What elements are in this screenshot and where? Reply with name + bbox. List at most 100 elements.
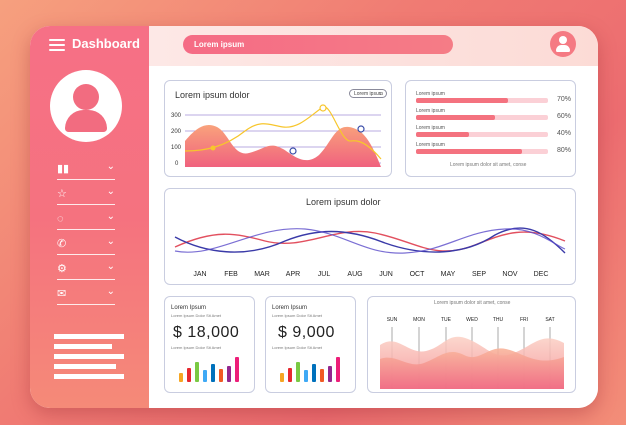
data-point[interactable]	[319, 104, 327, 112]
progress-fill	[416, 149, 522, 154]
chevron-down-icon: ⌄	[106, 186, 115, 197]
mini-bar	[328, 366, 332, 382]
stat-subtitle: Lorem Ipsum Dolor Sit Amet	[171, 345, 222, 350]
month-label: DEC	[533, 271, 549, 278]
sidebar-item-mail[interactable]: ✉ ⌄	[57, 286, 115, 305]
day-label: WED	[466, 317, 478, 323]
mini-bar	[235, 357, 239, 382]
mail-icon: ✉	[57, 288, 67, 300]
chevron-down-icon: ⌄	[106, 161, 115, 172]
sidebar-item-settings[interactable]: ⚙ ⌄	[57, 261, 115, 280]
weekly-chart-card: Lorem ipsum dolor sit amet, conse SUN MON…	[367, 296, 576, 393]
weekly-area-chart	[380, 327, 564, 389]
y-tick: 200	[171, 129, 182, 135]
search-input[interactable]: Lorem ipsum	[183, 35, 453, 54]
area-chart-card: Lorem ipsum dolor Lorem ipsum ⌄ 300 200 …	[164, 80, 392, 177]
profile-avatar[interactable]	[550, 31, 576, 57]
chevron-down-icon: ⌄	[106, 211, 115, 222]
progress-label: Lorem ipsum	[416, 142, 445, 148]
area-series	[380, 348, 564, 389]
app-title: Dashboard	[72, 36, 140, 51]
progress-label: Lorem ipsum	[416, 91, 445, 97]
day-label: TUE	[441, 317, 451, 323]
sidebar-item-favorites[interactable]: ☆ ⌄	[57, 186, 115, 205]
wave-chart	[174, 227, 566, 254]
mini-bar	[187, 368, 191, 382]
month-label: JAN	[193, 271, 207, 278]
wave-chart-card: Lorem ipsum dolor JAN FEB MAR APR JUL AUG JUN O…	[164, 188, 576, 285]
wave-series	[174, 230, 566, 252]
bar-chart-icon: ▮▮	[57, 163, 70, 175]
progress-fill	[416, 98, 509, 103]
main-content: Lorem ipsum dolor Lorem ipsum ⌄ 300 200 …	[149, 66, 598, 408]
settings-icon: ⚙	[57, 263, 67, 275]
stat-subtitle: Lorem Ipsum Dolor Sit Amet	[272, 313, 323, 318]
day-label: SUN	[386, 317, 398, 323]
line-series	[184, 106, 382, 160]
progress-caption: Lorem ipsum dolor sit amet, conse	[450, 162, 527, 168]
progress-bar	[416, 149, 548, 154]
sidebar-item-calls[interactable]: ✆ ⌄	[57, 236, 115, 255]
stat-card-1: Lorem Ipsum Lorem Ipsum Dolor Sit Amet $…	[164, 296, 255, 393]
stat-subtitle: Lorem Ipsum Dolor Sit Amet	[272, 345, 323, 350]
data-point[interactable]	[357, 125, 365, 133]
mini-bar	[219, 369, 223, 382]
month-label: FEB	[224, 271, 238, 278]
mini-bar	[203, 370, 207, 382]
day-label: THU	[492, 317, 504, 323]
progress-bar	[416, 98, 548, 103]
mini-bar	[195, 362, 199, 382]
progress-value: 40%	[556, 130, 571, 137]
sidebar: Dashboard ▮▮ ⌄ ☆ ⌄ ◌ ⌄ ✆ ⌄ ⚙ ⌄ ✉ ⌄	[30, 26, 149, 408]
card-title: Lorem ipsum dolor	[306, 197, 381, 207]
month-label: MAR	[254, 271, 270, 278]
wave-series	[174, 228, 566, 254]
chat-icon: ◌	[57, 213, 64, 225]
progress-value: 60%	[556, 113, 571, 120]
month-label: NOV	[502, 271, 518, 278]
y-tick: 300	[171, 113, 182, 119]
progress-card: Lorem ipsum 70% Lorem ipsum 60% Lorem ipsum 4…	[405, 80, 576, 177]
phone-icon: ✆	[57, 238, 67, 250]
month-label: JUN	[379, 271, 393, 278]
data-point[interactable]	[210, 145, 216, 151]
stat-value: $ 9,000	[278, 324, 335, 341]
period-dropdown[interactable]: Lorem ipsum ⌄	[349, 89, 387, 98]
day-label: FRI	[519, 317, 529, 323]
progress-value: 80%	[556, 147, 571, 154]
mini-bar	[227, 366, 231, 382]
mini-bar	[336, 357, 340, 382]
mini-bar	[280, 373, 284, 382]
chevron-down-icon: ⌄	[378, 91, 383, 97]
chevron-down-icon: ⌄	[106, 286, 115, 297]
card-caption: Lorem ipsum dolor sit amet, conse	[434, 300, 511, 306]
mini-bar	[304, 370, 308, 382]
mini-bar	[211, 364, 215, 382]
month-label: SEP	[471, 271, 486, 278]
month-label: OCT	[409, 271, 425, 278]
month-label: MAY	[440, 271, 456, 278]
dropdown-label: Lorem ipsum	[354, 91, 383, 97]
mini-bar	[312, 364, 316, 382]
card-title: Lorem ipsum dolor	[175, 90, 250, 100]
y-tick: 0	[175, 161, 179, 167]
star-icon: ☆	[57, 188, 67, 200]
progress-fill	[416, 132, 469, 137]
sidebar-item-messages[interactable]: ◌ ⌄	[57, 211, 115, 230]
progress-value: 70%	[556, 96, 571, 103]
user-avatar[interactable]	[50, 70, 122, 142]
progress-bar	[416, 132, 548, 137]
progress-label: Lorem ipsum	[416, 108, 445, 114]
data-point[interactable]	[289, 147, 297, 155]
sidebar-text-placeholder	[54, 334, 124, 384]
hamburger-menu-icon[interactable]	[49, 39, 65, 54]
area-chart: 300 200 100 0	[171, 104, 382, 167]
month-label: JUL	[317, 271, 331, 278]
mini-bar	[296, 362, 300, 382]
month-label: APR	[285, 271, 301, 278]
mini-bar	[288, 368, 292, 382]
mini-bar	[179, 373, 183, 382]
sidebar-item-charts[interactable]: ▮▮ ⌄	[57, 161, 115, 180]
progress-bar	[416, 115, 548, 120]
day-label: MON	[413, 317, 425, 323]
